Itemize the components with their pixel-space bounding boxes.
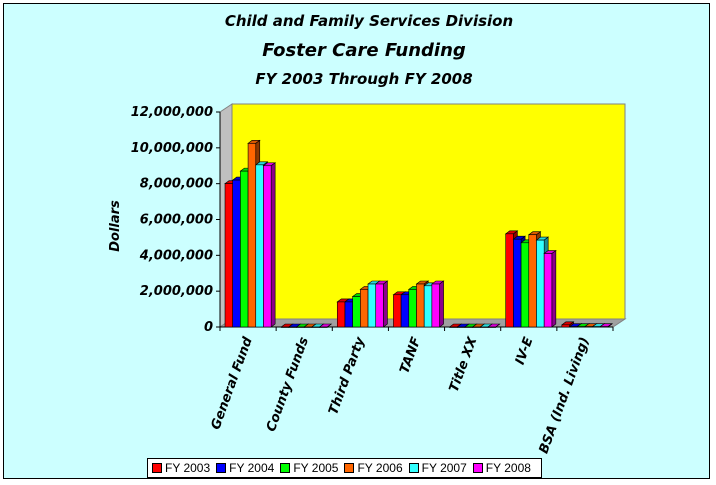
y-axis-label: Dollars bbox=[108, 200, 123, 252]
legend-swatch bbox=[472, 463, 483, 473]
legend-swatch bbox=[408, 463, 419, 473]
legend-item: FY 2007 bbox=[408, 461, 467, 475]
bar bbox=[311, 326, 320, 328]
y-tick-label: 0 bbox=[204, 320, 213, 335]
legend-item: FY 2005 bbox=[280, 461, 338, 475]
bars bbox=[224, 139, 613, 328]
y-tick-label: 10,000,000 bbox=[131, 141, 213, 156]
bar bbox=[423, 285, 433, 328]
y-tick-label: 6,000,000 bbox=[140, 213, 213, 228]
y-tick-label: 12,000,000 bbox=[131, 105, 213, 120]
bar bbox=[232, 179, 241, 328]
bar bbox=[247, 143, 257, 328]
bar bbox=[336, 301, 346, 328]
bar bbox=[263, 165, 272, 328]
bar bbox=[472, 326, 481, 328]
chart-frame: Child and Family Services Division Foste… bbox=[3, 3, 710, 479]
chart-subtitle-2: FY 2003 Through FY 2008 bbox=[255, 70, 472, 88]
bar bbox=[280, 326, 290, 328]
y-tick-label: 4,000,000 bbox=[139, 248, 213, 263]
bar bbox=[480, 326, 489, 328]
legend-swatch bbox=[344, 463, 355, 473]
bar bbox=[487, 326, 497, 328]
legend-label: FY 2008 bbox=[485, 461, 531, 475]
bar bbox=[505, 233, 514, 328]
bar-side bbox=[270, 162, 276, 328]
plot-area: 0 2,000,000 4,000,000 6,000,000 8,000,000 10,… bbox=[131, 103, 627, 456]
bar bbox=[367, 283, 377, 328]
x-tick-label: BSA (Ind. Living) bbox=[537, 335, 593, 456]
x-tick-label: Third Party bbox=[326, 335, 368, 417]
y-tick-label: 8,000,000 bbox=[140, 177, 213, 192]
bar-side bbox=[383, 280, 388, 328]
bar bbox=[224, 183, 233, 328]
chart-subtitle: Foster Care Funding bbox=[262, 40, 466, 61]
bar bbox=[303, 326, 313, 328]
bar bbox=[393, 294, 402, 328]
bar bbox=[416, 283, 425, 328]
legend-label: FY 2003 bbox=[165, 461, 211, 475]
y-tick-label: 2,000,000 bbox=[140, 284, 213, 299]
bar-side bbox=[551, 249, 557, 328]
legend-item: FY 2003 bbox=[152, 461, 210, 475]
bar bbox=[464, 326, 473, 328]
x-tick-label: County Funds bbox=[264, 335, 312, 434]
bar bbox=[592, 326, 601, 328]
bar bbox=[561, 324, 570, 328]
legend-item: FY 2006 bbox=[344, 461, 403, 475]
bar bbox=[352, 296, 361, 328]
bar bbox=[360, 289, 369, 328]
legend-label: FY 2007 bbox=[421, 461, 467, 475]
bar bbox=[431, 283, 440, 328]
legend-swatch bbox=[280, 463, 291, 473]
legend-label: FY 2004 bbox=[229, 461, 275, 475]
chart-canvas: Child and Family Services Division Foste… bbox=[108, 12, 627, 456]
bar bbox=[240, 170, 249, 328]
bar bbox=[255, 164, 264, 328]
legend-swatch bbox=[152, 463, 162, 473]
bar bbox=[375, 283, 384, 328]
bar bbox=[513, 238, 522, 328]
bar bbox=[296, 326, 305, 328]
bar bbox=[344, 301, 353, 328]
bar bbox=[520, 242, 530, 328]
bar bbox=[576, 326, 586, 328]
legend-swatch bbox=[216, 463, 227, 473]
bar-side bbox=[439, 280, 444, 328]
legend-label: FY 2005 bbox=[293, 461, 339, 475]
bar bbox=[319, 326, 328, 328]
legend-item: FY 2008 bbox=[472, 461, 531, 475]
legend: FY 2003 FY 2004 FY 2005 FY 2006 FY 2007 FY 20… bbox=[147, 458, 542, 478]
bar bbox=[543, 253, 553, 328]
bar bbox=[449, 326, 458, 328]
bar bbox=[584, 326, 593, 328]
bar bbox=[569, 326, 578, 328]
legend-label: FY 2006 bbox=[357, 461, 403, 475]
x-tick-label: IV-E bbox=[513, 335, 537, 367]
bar bbox=[400, 294, 410, 328]
x-tick-label: General Fund bbox=[208, 335, 256, 432]
bar bbox=[600, 326, 609, 328]
bar bbox=[408, 289, 417, 328]
bar bbox=[456, 326, 466, 328]
bar bbox=[536, 239, 545, 328]
legend-item: FY 2004 bbox=[216, 461, 274, 475]
bar-side bbox=[495, 323, 500, 328]
x-tick-label: Title XX bbox=[447, 334, 481, 394]
x-tick-label: TANF bbox=[397, 335, 424, 376]
chart-title: Child and Family Services Division bbox=[225, 12, 513, 30]
bar-side bbox=[327, 323, 332, 328]
bar bbox=[528, 234, 537, 328]
bar bbox=[288, 326, 297, 328]
